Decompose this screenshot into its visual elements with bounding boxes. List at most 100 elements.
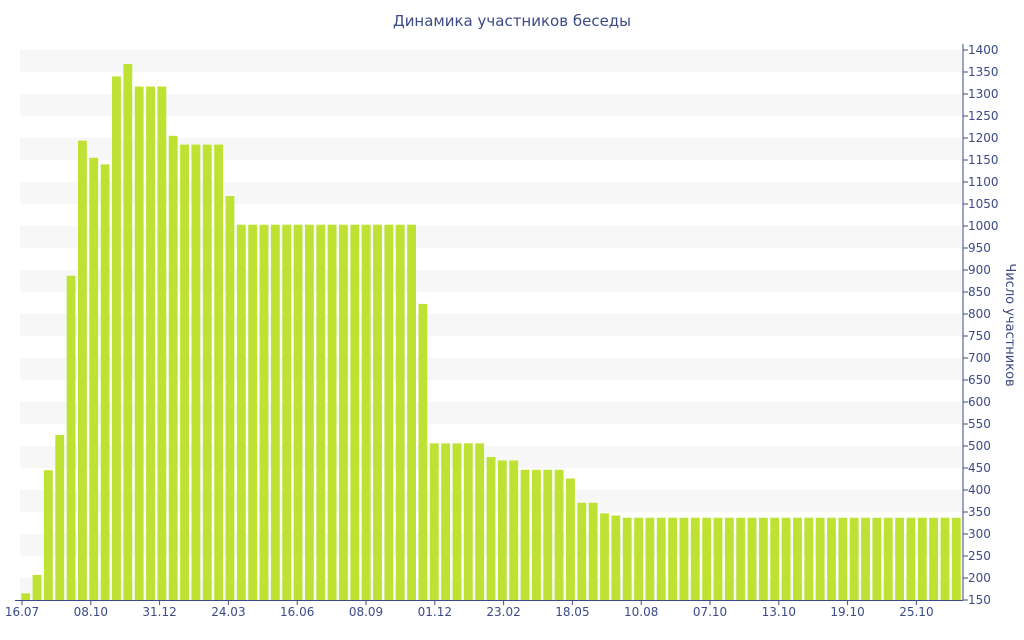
bar: [724, 517, 734, 600]
y-tick-label: 850: [968, 285, 991, 299]
bar: [883, 517, 893, 600]
grid-band: [20, 138, 962, 160]
bar: [554, 469, 564, 600]
bar: [929, 517, 939, 600]
bar: [838, 517, 848, 600]
bar: [668, 517, 678, 600]
bar: [270, 224, 280, 600]
bar: [202, 144, 212, 600]
bar: [770, 517, 780, 600]
y-tick-label: 550: [968, 417, 991, 431]
bar: [917, 517, 927, 600]
bar: [429, 443, 439, 600]
bar: [282, 224, 292, 600]
x-tick-label: 01.12: [418, 605, 452, 619]
bar: [350, 224, 360, 600]
y-tick-label: 650: [968, 373, 991, 387]
bar: [134, 86, 144, 600]
bar: [600, 513, 609, 600]
x-tick-label: 31.12: [142, 605, 176, 619]
bar: [304, 224, 314, 600]
bar: [180, 144, 189, 600]
bar: [248, 224, 258, 600]
bar: [861, 517, 870, 600]
y-tick-label: 800: [968, 307, 991, 321]
chart-title: Динамика участников беседы: [392, 12, 632, 30]
bar: [373, 224, 382, 600]
y-tick-label: 1200: [968, 131, 999, 145]
bar: [214, 144, 224, 600]
bar: [940, 517, 950, 600]
bar: [793, 517, 802, 600]
y-tick-label: 250: [968, 549, 991, 563]
bar: [259, 224, 269, 600]
bar: [849, 517, 859, 600]
bar: [895, 517, 904, 600]
bar: [78, 140, 87, 600]
bar: [293, 224, 303, 600]
y-tick-label: 750: [968, 329, 991, 343]
bar: [520, 469, 530, 600]
y-tick-label: 1400: [968, 43, 999, 57]
bar: [21, 593, 31, 600]
bar: [486, 457, 496, 600]
bar: [225, 196, 235, 600]
bar: [441, 443, 451, 600]
bar: [384, 224, 394, 600]
x-tick-label: 08.09: [349, 605, 383, 619]
bar: [566, 478, 575, 600]
y-tick-label: 500: [968, 439, 991, 453]
bar: [66, 275, 76, 600]
bar: [645, 517, 655, 600]
x-tick-label: 08.10: [74, 605, 108, 619]
bar: [747, 517, 757, 600]
bar: [361, 224, 371, 600]
bar: [622, 517, 632, 600]
bar: [395, 224, 405, 600]
y-tick-label: 200: [968, 571, 991, 585]
y-tick-label: 900: [968, 263, 991, 277]
bar: [656, 517, 666, 600]
bar: [316, 224, 326, 600]
y-tick-label: 1150: [968, 153, 999, 167]
x-tick-label: 24.03: [211, 605, 245, 619]
x-tick-label: 13.10: [762, 605, 796, 619]
bar: [872, 517, 882, 600]
x-tick-label: 25.10: [899, 605, 933, 619]
x-tick-label: 18.05: [555, 605, 589, 619]
y-tick-label: 600: [968, 395, 991, 409]
bar-series: [21, 64, 961, 601]
bar: [713, 517, 723, 600]
bar: [611, 515, 621, 600]
bar: [906, 517, 916, 600]
bar: [804, 517, 814, 600]
bar: [463, 443, 473, 600]
grid-band: [20, 50, 962, 72]
bar: [588, 502, 598, 600]
bar: [827, 517, 836, 600]
bar: [815, 517, 825, 600]
bar: [531, 469, 541, 600]
y-tick-label: 1350: [968, 65, 999, 79]
bar: [543, 469, 553, 600]
y-tick-label: 1050: [968, 197, 999, 211]
bar: [497, 460, 507, 600]
bar: [100, 164, 110, 600]
grid-band: [20, 94, 962, 116]
bar: [634, 517, 643, 600]
bar: [236, 224, 246, 600]
y-axis-title: Число участников: [1002, 263, 1017, 386]
bar: [690, 517, 700, 600]
bar: [475, 443, 485, 600]
y-tick-label: 1000: [968, 219, 999, 233]
y-tick-label: 400: [968, 483, 991, 497]
x-tick-label: 16.07: [5, 605, 39, 619]
bar: [146, 86, 155, 600]
bar: [55, 435, 65, 600]
bar: [123, 64, 133, 600]
bar: [951, 517, 961, 600]
bar: [407, 224, 416, 600]
bar: [781, 517, 791, 600]
x-tick-label: 10.08: [624, 605, 658, 619]
